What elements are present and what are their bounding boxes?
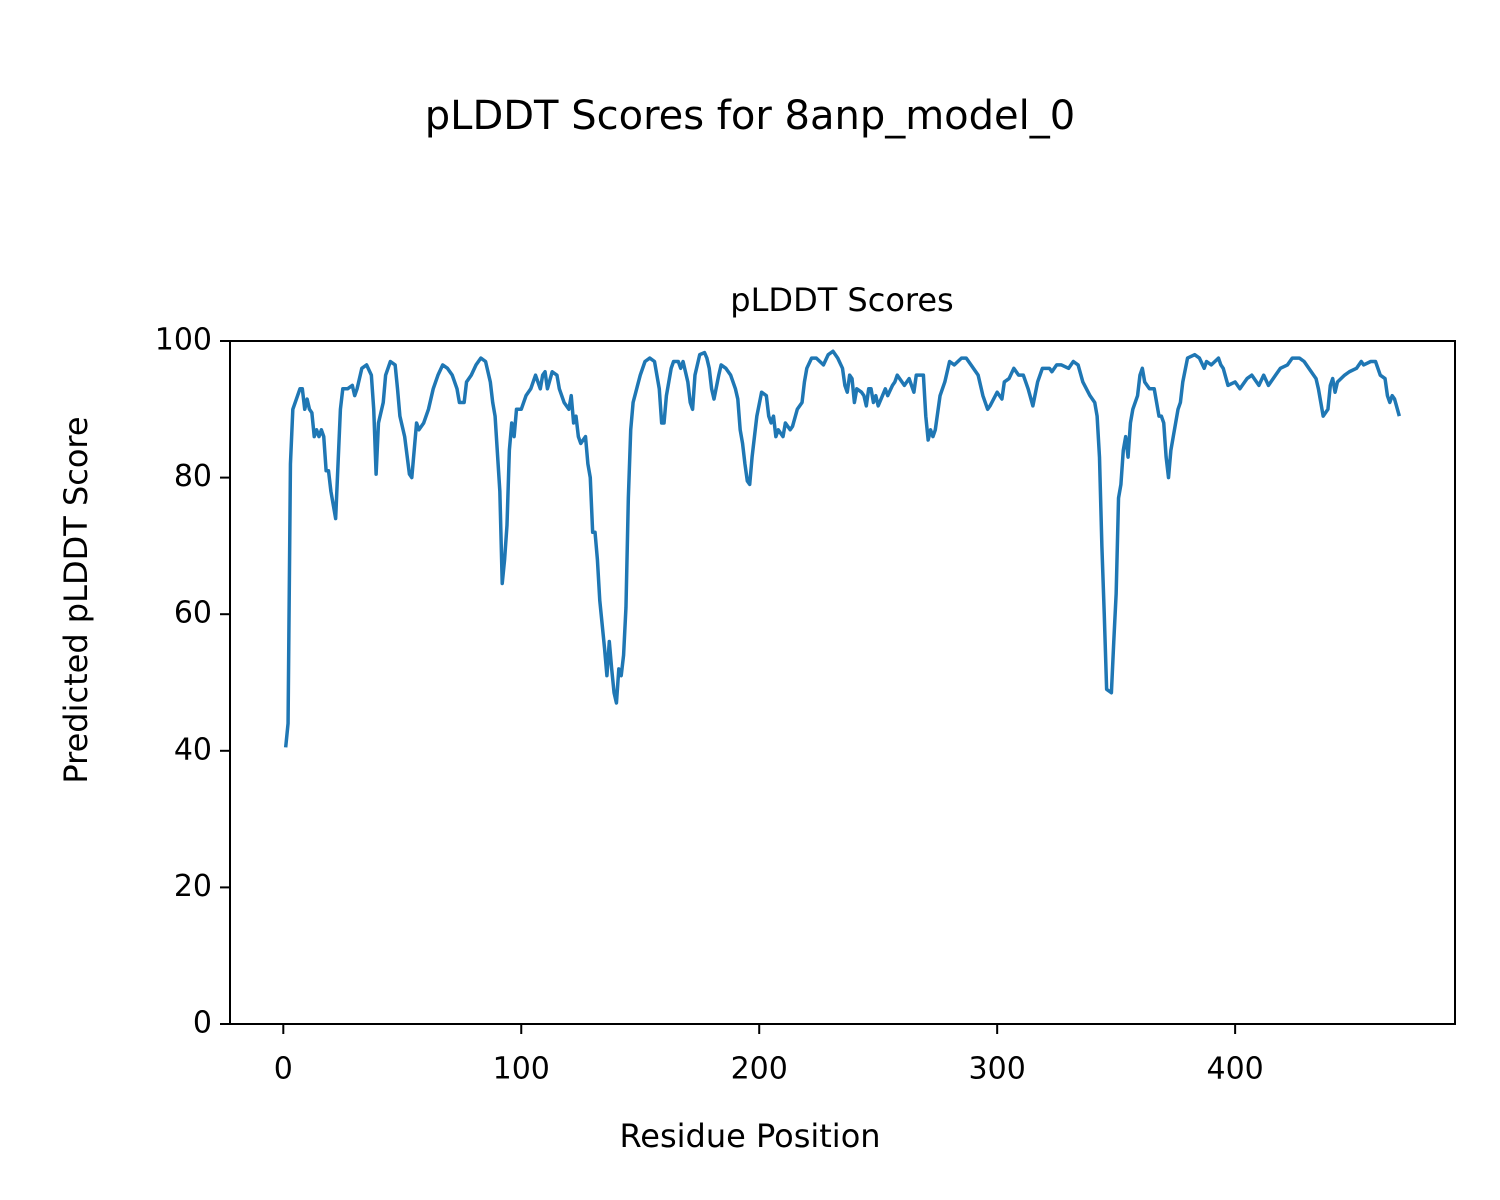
y-axis-label: Predicted pLDDT Score	[57, 416, 95, 783]
x-tick-label: 100	[493, 1052, 550, 1087]
y-tick-label: 80	[174, 459, 212, 494]
x-tick-label: 400	[1206, 1052, 1263, 1087]
x-tick-label: 200	[731, 1052, 788, 1087]
axes-frame	[229, 340, 1456, 1025]
x-axis-label: Residue Position	[619, 1117, 880, 1155]
y-tick-label: 20	[174, 869, 212, 904]
data-line	[283, 349, 1402, 748]
x-tick-label: 300	[969, 1052, 1026, 1087]
y-tick-label: 40	[174, 732, 212, 767]
y-tick-label: 0	[193, 1006, 212, 1041]
y-tick-label: 60	[174, 596, 212, 631]
x-tick-label: 0	[274, 1052, 293, 1087]
chart-title: pLDDT Scores for 8anp_model_0	[425, 93, 1075, 139]
y-tick-label: 100	[155, 323, 212, 358]
axes-title: pLDDT Scores	[730, 281, 953, 319]
